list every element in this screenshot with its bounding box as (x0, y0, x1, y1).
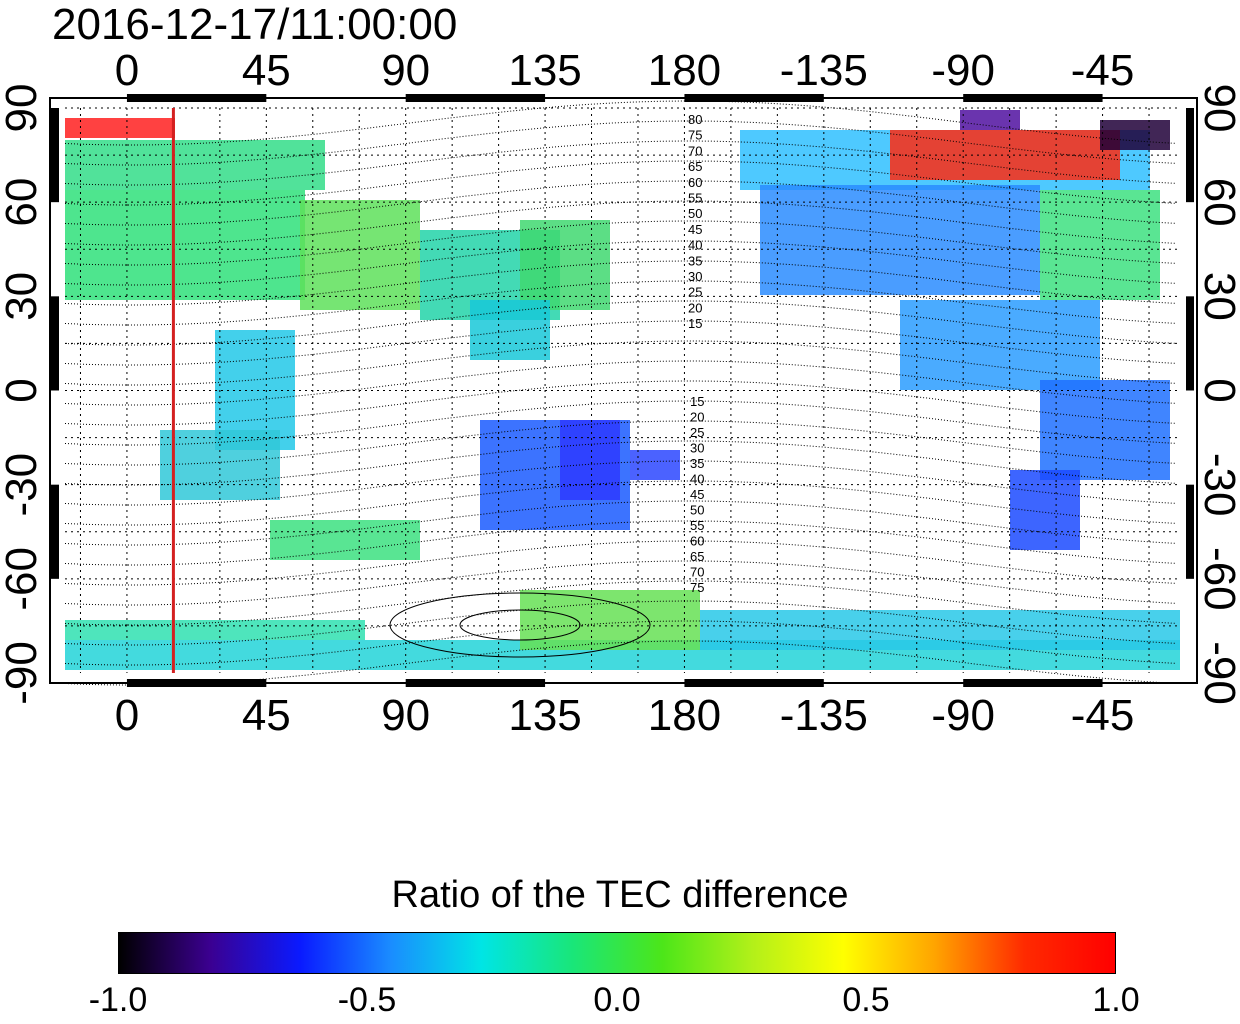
y-tick-right: -90 (1195, 641, 1240, 705)
y-tick-right: -30 (1195, 453, 1240, 517)
x-tick-top: 45 (242, 46, 291, 95)
contour-label: 20 (690, 410, 704, 425)
x-tick-top: 180 (648, 46, 721, 95)
x-tick-bottom: 180 (648, 691, 721, 740)
tec-patch (270, 520, 420, 560)
colorbar-tick-label: 1.0 (1092, 981, 1140, 1019)
tec-patch (300, 200, 420, 310)
contour-label: 45 (690, 487, 704, 502)
tec-patch (1100, 120, 1170, 150)
contour-label: 65 (690, 549, 704, 564)
tec-patch (700, 610, 1180, 650)
x-tick-top: 90 (381, 46, 430, 95)
contour-label: 35 (688, 253, 702, 268)
y-tick-left: -60 (0, 547, 46, 611)
tec-patch (1010, 470, 1080, 550)
contour-label: 45 (688, 222, 702, 237)
y-tick-right: 0 (1195, 378, 1240, 402)
tec-patch (1040, 380, 1170, 480)
contour-label: 35 (690, 456, 704, 471)
y-tick-left: 30 (0, 272, 46, 321)
tec-patch (1040, 190, 1160, 300)
x-tick-bottom: -90 (931, 691, 995, 740)
contour-label: 40 (690, 472, 704, 487)
tec-patch (160, 430, 280, 500)
contour-label: 60 (690, 534, 704, 549)
contour-label: 25 (690, 425, 704, 440)
contour-label: 70 (688, 143, 702, 158)
y-tick-right: 60 (1195, 178, 1240, 227)
contour-label: 50 (690, 503, 704, 518)
x-tick-bottom: 90 (381, 691, 430, 740)
x-axis-labels: 0 0 45 45 90 90 135 135 180 180 -135 -135 -90 -90 -45 -… (115, 46, 1135, 740)
x-tick-top: -45 (1071, 46, 1135, 95)
contour-label: 60 (688, 175, 702, 190)
contour-label: 30 (688, 269, 702, 284)
y-tick-left: 60 (0, 178, 46, 227)
tec-map: 8075706560555045403530252015152025303540… (0, 46, 1240, 740)
x-tick-bottom: -45 (1071, 691, 1135, 740)
contour-label: 15 (690, 394, 704, 409)
tec-patch (560, 420, 620, 500)
contour-label: 75 (690, 580, 704, 595)
tec-patch (960, 110, 1020, 130)
map-grid (65, 107, 1180, 673)
axis-bars (51, 94, 1194, 687)
x-tick-top: -135 (780, 46, 868, 95)
contour-label: 75 (688, 128, 702, 143)
contour-label: 65 (688, 159, 702, 174)
colorbar-tick-label: 0.5 (842, 981, 890, 1019)
y-tick-left: 0 (0, 378, 46, 402)
x-tick-top: 135 (508, 46, 581, 95)
colorbar-tick-label: -0.5 (337, 981, 397, 1019)
y-tick-left: 90 (0, 84, 46, 133)
colorbar-tick-label: 0.0 (593, 981, 641, 1019)
y-axis-labels: 90 90 60 60 30 30 0 0 -30 -30 -60 -60 -90 -90 (0, 84, 1240, 705)
x-tick-top: 0 (115, 46, 139, 95)
tec-data-layer (65, 110, 1180, 670)
contour-label: 20 (688, 300, 702, 315)
x-tick-bottom: -135 (780, 691, 868, 740)
tec-patch (520, 220, 610, 310)
contour-label: 15 (688, 316, 702, 331)
colorbar (118, 932, 1116, 974)
y-tick-right: 30 (1195, 272, 1240, 321)
contour-label: 70 (690, 565, 704, 580)
y-tick-right: 90 (1195, 84, 1240, 133)
tec-patch (900, 300, 1100, 390)
tec-patch (760, 185, 1040, 295)
y-tick-right: -60 (1195, 547, 1240, 611)
x-tick-bottom: 45 (242, 691, 291, 740)
x-tick-bottom: 135 (508, 691, 581, 740)
contour-label: 80 (688, 112, 702, 127)
tec-patch (65, 118, 175, 138)
contour-label-group: 8075706560555045403530252015152025303540… (688, 112, 704, 595)
contour-label: 25 (688, 285, 702, 300)
tec-patch (520, 590, 700, 650)
tec-patch (65, 140, 325, 190)
tec-patch (65, 190, 305, 300)
timestamp-title: 2016-12-17/11:00:00 (52, 0, 458, 49)
contour-label: 40 (688, 238, 702, 253)
y-tick-left: -30 (0, 453, 46, 517)
tec-patch (890, 130, 1120, 180)
x-tick-top: -90 (931, 46, 995, 95)
contour-label: 55 (688, 191, 702, 206)
x-tick-bottom: 0 (115, 691, 139, 740)
contour-label: 55 (690, 518, 704, 533)
contour-label: 50 (688, 206, 702, 221)
colorbar-tick-label: -1.0 (88, 981, 148, 1019)
y-tick-left: -90 (0, 641, 46, 705)
colorbar-title: Ratio of the TEC difference (391, 874, 849, 916)
contour-label: 30 (690, 441, 704, 456)
magnetic-contours (64, 100, 1176, 686)
tec-patch (470, 300, 550, 360)
